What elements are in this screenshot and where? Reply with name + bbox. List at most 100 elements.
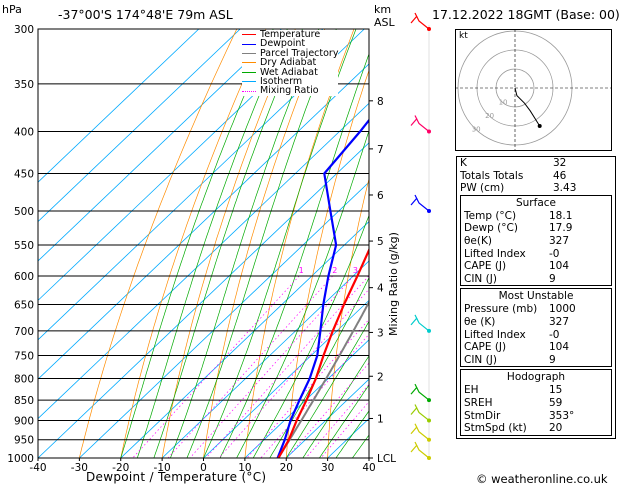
legend-swatch bbox=[242, 53, 256, 55]
index-value: -0 bbox=[549, 328, 560, 341]
chart-legend: Temperature Dewpoint Parcel Trajectory Dry … bbox=[242, 30, 339, 97]
hodograph-frame bbox=[455, 29, 612, 151]
wind-barb bbox=[414, 423, 430, 441]
wind-barb-flag bbox=[410, 118, 418, 126]
index-value: 17.9 bbox=[549, 222, 573, 235]
legend-swatch bbox=[242, 34, 256, 36]
legend-label: Wet Adiabat bbox=[260, 66, 318, 78]
mixing-ratio-label: 8 bbox=[407, 266, 412, 275]
km-tick-label: 1 bbox=[377, 413, 384, 425]
index-label: Temp (°C) bbox=[464, 209, 517, 222]
km-tick-label: 6 bbox=[377, 190, 384, 202]
pressure-tick-label: 1000 bbox=[7, 453, 34, 465]
pressure-tick-label: 700 bbox=[14, 326, 34, 338]
mixing-ratio-label: 1 bbox=[299, 266, 304, 275]
index-row: StmSpd (kt) 20 bbox=[461, 422, 611, 435]
pressure-tick-label: 450 bbox=[14, 168, 34, 180]
isotherm-line bbox=[38, 142, 369, 458]
index-label: EH bbox=[464, 384, 479, 397]
x-tick-label: -30 bbox=[71, 462, 88, 474]
index-row: CAPE (J) 104 bbox=[461, 260, 611, 273]
legend-label: Temperature bbox=[260, 29, 321, 40]
index-row: SREH 59 bbox=[461, 397, 611, 410]
isotherm-line bbox=[203, 299, 369, 458]
index-label: Dewp (°C) bbox=[464, 222, 518, 235]
legend-label: Mixing Ratio bbox=[260, 85, 319, 97]
x-tick-label: -20 bbox=[112, 462, 129, 474]
mixing-ratio-line bbox=[132, 275, 300, 458]
surface-title: Surface bbox=[515, 196, 556, 209]
index-label: SREH bbox=[464, 396, 493, 409]
legend-item: Temperature bbox=[242, 30, 338, 39]
wet-adiabat-line bbox=[319, 384, 369, 458]
index-label: CIN (J) bbox=[464, 272, 497, 285]
km-tick-label: 3 bbox=[377, 327, 384, 339]
isotherm-line bbox=[38, 29, 365, 341]
km-tick-label: 2 bbox=[377, 371, 384, 383]
km-tick-label: 5 bbox=[377, 236, 384, 248]
pressure-tick-label: 850 bbox=[14, 395, 34, 407]
wind-barb bbox=[414, 383, 430, 401]
index-label: CIN (J) bbox=[464, 353, 497, 366]
isotherm-line bbox=[244, 339, 369, 458]
index-value: 15 bbox=[549, 384, 563, 397]
km-tick-label: 7 bbox=[377, 144, 384, 156]
legend-label: Dewpoint bbox=[260, 38, 306, 50]
legend-item: Wet Adiabat bbox=[242, 66, 338, 78]
index-row: CIN (J) 9 bbox=[461, 354, 611, 367]
pressure-tick-label: 550 bbox=[14, 240, 34, 252]
location-title: -37°00'S 174°48'E 79m ASL bbox=[58, 7, 233, 22]
x-tick-label: -40 bbox=[29, 462, 46, 474]
index-label: StmDir bbox=[464, 409, 501, 422]
index-label: Pressure (mb) bbox=[464, 303, 538, 316]
index-label: StmSpd (kt) bbox=[464, 422, 527, 435]
index-label: Totals Totals bbox=[460, 169, 524, 182]
wind-barb bbox=[414, 12, 430, 30]
index-value: 9 bbox=[549, 272, 556, 285]
mixing-ratio-label: 5 bbox=[380, 266, 385, 275]
mixing-ratio-axis-label: Mixing Ratio (g/kg) bbox=[387, 232, 400, 336]
index-label: CAPE (J) bbox=[464, 260, 507, 273]
legend-swatch bbox=[242, 62, 256, 64]
parcel-trajectory-line bbox=[277, 300, 369, 458]
index-row: Lifted Index -0 bbox=[461, 329, 611, 342]
index-row: StmDir 353° bbox=[461, 410, 611, 423]
isotherm-line bbox=[38, 29, 324, 301]
legend-label: Parcel Trajectory bbox=[260, 47, 339, 59]
index-value: 353° bbox=[549, 409, 575, 422]
isotherm-line bbox=[161, 260, 369, 458]
wind-barb bbox=[414, 115, 430, 132]
isotherm-line bbox=[38, 29, 200, 183]
isotherm-line bbox=[79, 181, 369, 458]
pressure-tick-label: 600 bbox=[14, 271, 34, 283]
wind-barb-flag bbox=[410, 386, 418, 395]
legend-swatch bbox=[242, 81, 256, 83]
hodograph-params-panel: Hodograph EH 15 SREH 59 StmDir 353° StmSpd (kt… bbox=[460, 369, 612, 436]
pressure-tick-label: 500 bbox=[14, 206, 34, 218]
index-row: Pressure (mb) 1000 bbox=[461, 303, 611, 316]
hodograph-ring-label: 30 bbox=[472, 125, 481, 133]
pressure-tick-label: 400 bbox=[14, 127, 34, 139]
legend-label: Isotherm bbox=[260, 76, 303, 88]
legend-label: Dry Adiabat bbox=[260, 57, 317, 69]
legend-swatch bbox=[242, 90, 256, 92]
index-row: CIN (J) 9 bbox=[461, 273, 611, 286]
hodograph-kt-label: kt bbox=[459, 31, 468, 41]
index-value: 327 bbox=[549, 315, 570, 328]
km-label: km bbox=[374, 3, 392, 16]
mixing-ratio-line bbox=[305, 383, 369, 458]
pressure-tick-label: 750 bbox=[14, 350, 34, 362]
mixing-ratio-line bbox=[246, 318, 369, 458]
wind-barb-flag bbox=[410, 444, 418, 453]
hodograph-ring-label: 20 bbox=[485, 112, 494, 120]
isotherm-line bbox=[38, 29, 282, 262]
index-row: θe(K) 327 bbox=[461, 235, 611, 248]
isotherm-line bbox=[285, 378, 369, 458]
index-row: Temp (°C) 18.1 bbox=[461, 210, 611, 223]
surface-panel: Surface Temp (°C) 18.1 Dewp (°C) 17.9 θe(K) 3… bbox=[460, 194, 612, 287]
pressure-tick-label: 900 bbox=[14, 415, 34, 427]
mixing-ratio-line bbox=[286, 362, 369, 458]
index-label: Lifted Index bbox=[464, 328, 526, 341]
index-row: CAPE (J) 104 bbox=[461, 341, 611, 354]
x-tick-label: -10 bbox=[154, 462, 171, 474]
